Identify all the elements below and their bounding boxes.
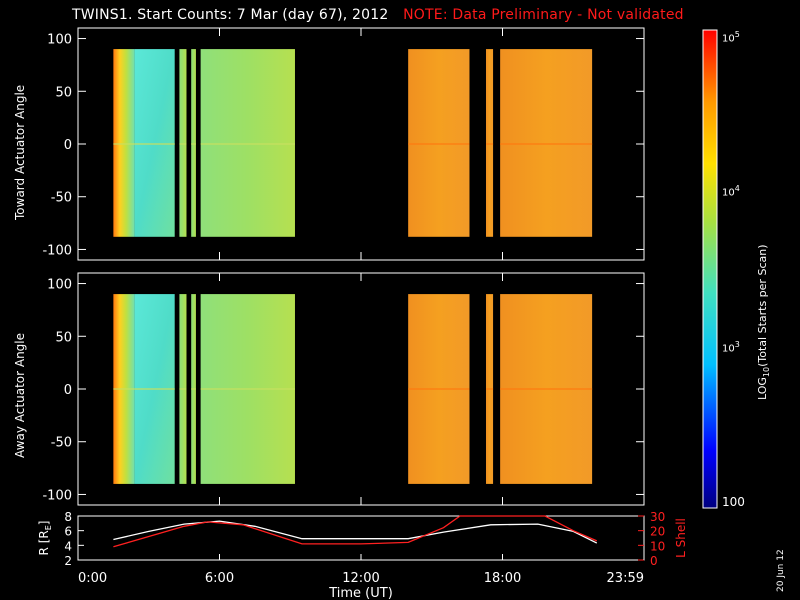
toward-data-block-3	[191, 49, 196, 237]
toward-data-block-2	[179, 49, 187, 237]
away-y-axis: 100 50 0 -50 -100	[42, 273, 645, 505]
toward-ytick-label: -50	[51, 191, 72, 206]
away-ytick-label: 100	[47, 278, 72, 293]
orbit-left-tick-label: 8	[64, 510, 72, 524]
orbit-plot	[113, 515, 598, 548]
toward-ytick-label: 0	[64, 138, 72, 153]
toward-heatmap	[113, 49, 593, 237]
orbit-left-axis-label: R [RE]	[37, 521, 53, 556]
colorbar-tick-1e3: 103	[722, 340, 740, 355]
toward-ylabel: Toward Actuator Angle	[13, 84, 27, 220]
toward-ytick-label: 100	[47, 33, 72, 48]
away-ytick-label: -50	[51, 436, 72, 451]
toward-y-axis: 100 50 0 -50 -100	[42, 28, 645, 260]
x-axis-label: Time (UT)	[328, 586, 393, 600]
away-heatmap	[113, 294, 593, 484]
title-main: TWINS1. Start Counts: 7 Mar (day 67), 20…	[72, 7, 389, 23]
title-note: NOTE: Data Preliminary - Not validated	[403, 7, 684, 23]
colorbar-label: LOG10(Total Starts per Scan)	[756, 244, 772, 401]
orbit-left-tick-label: 6	[64, 525, 72, 539]
orbit-right-axis-label: L Shell	[674, 518, 688, 558]
orbit-xtick-label: 23:59	[607, 571, 644, 586]
orbit-right-tick-label: 30	[650, 510, 665, 524]
colorbar-tick-1e4: 104	[722, 184, 740, 199]
toward-data-block-6	[485, 49, 494, 237]
toward-ytick-label: 50	[55, 85, 72, 100]
orbit-series-left	[113, 520, 598, 544]
toward-data-block-7	[500, 49, 593, 237]
toward-data-block-5	[408, 49, 470, 237]
away-ytick-label: 0	[64, 383, 72, 398]
toward-data-block-1	[134, 49, 175, 237]
chart-title: TWINS1. Start Counts: 7 Mar (day 67), 20…	[72, 7, 684, 23]
away-ytick-label: 50	[55, 330, 72, 345]
colorbar	[702, 29, 718, 509]
toward-data-block-0	[113, 49, 135, 237]
away-ylabel: Away Actuator Angle	[13, 332, 27, 458]
orbit-right-tick-label: 10	[650, 539, 665, 553]
colorbar-tick-100: 100	[722, 495, 745, 509]
orbit-xtick-label: 18:00	[484, 571, 521, 586]
orbit-right-tick-label: 20	[650, 525, 665, 539]
orbit-xtick-label: 0:00	[78, 571, 107, 586]
orbit-left-tick-label: 2	[64, 554, 72, 568]
orbit-series-right	[113, 515, 598, 548]
orbit-right-tick-label: 0	[650, 554, 658, 568]
toward-data-block-4	[200, 49, 295, 237]
toward-ytick-label: -100	[42, 243, 72, 258]
date-stamp: 20 Jun 12	[776, 549, 786, 592]
orbit-left-tick-label: 4	[64, 539, 72, 553]
away-ytick-label: -100	[42, 488, 72, 503]
colorbar-tick-1e5: 105	[722, 30, 740, 45]
orbit-xtick-label: 12:00	[342, 571, 379, 586]
orbit-xtick-label: 6:00	[205, 571, 234, 586]
